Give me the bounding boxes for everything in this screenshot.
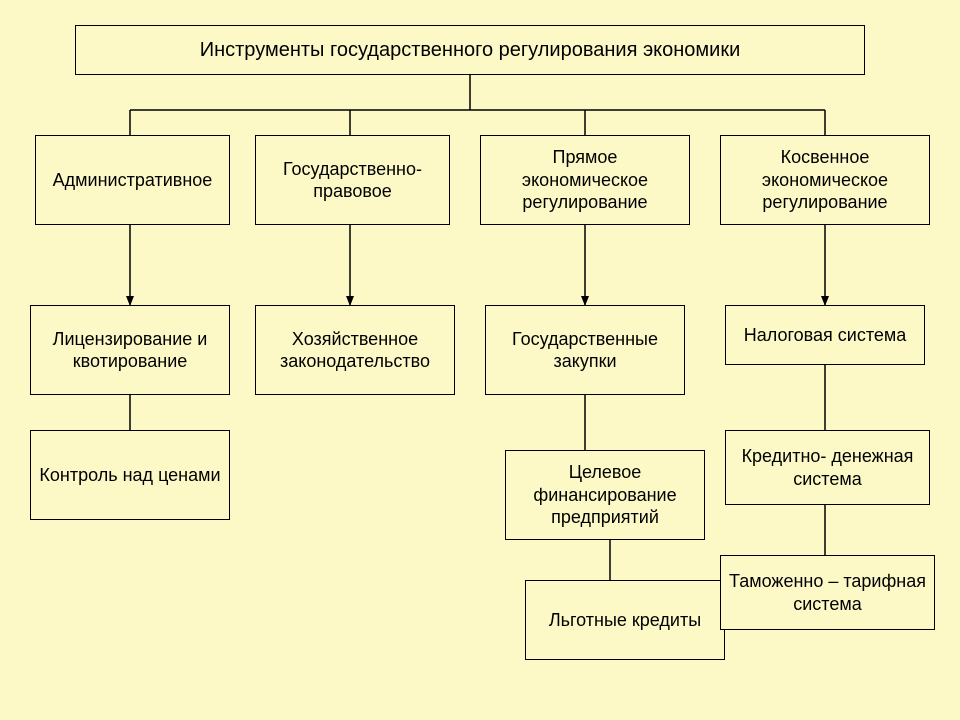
leaf-node-targeted-financing: Целевое финансирование предприятий — [505, 450, 705, 540]
leaf-node-licensing: Лицензирование и квотирование — [30, 305, 230, 395]
node-label: Косвенное экономическое регулирование — [727, 146, 923, 214]
category-node-administrative: Административное — [35, 135, 230, 225]
leaf-node-tax-system: Налоговая система — [725, 305, 925, 365]
diagram-canvas: Инструменты государственного регулирован… — [0, 0, 960, 720]
node-label: Лицензирование и квотирование — [37, 328, 223, 373]
leaf-node-state-procurement: Государственные закупки — [485, 305, 685, 395]
leaf-node-price-control: Контроль над ценами — [30, 430, 230, 520]
node-label: Контроль над ценами — [39, 464, 220, 487]
root-node: Инструменты государственного регулирован… — [75, 25, 865, 75]
node-label: Прямое экономическое регулирование — [487, 146, 683, 214]
node-label: Кредитно- денежная система — [732, 445, 923, 490]
category-node-state-legal: Государственно-правовое — [255, 135, 450, 225]
node-label: Хозяйственное законодательство — [262, 328, 448, 373]
node-label: Государственно-правовое — [262, 158, 443, 203]
node-label: Таможенно – тарифная система — [727, 570, 928, 615]
leaf-node-customs-tariff: Таможенно – тарифная система — [720, 555, 935, 630]
leaf-node-preferential-credits: Льготные кредиты — [525, 580, 725, 660]
node-label: Налоговая система — [744, 324, 907, 347]
node-label: Административное — [53, 169, 213, 192]
category-node-direct-economic: Прямое экономическое регулирование — [480, 135, 690, 225]
node-label: Государственные закупки — [492, 328, 678, 373]
category-node-indirect-economic: Косвенное экономическое регулирование — [720, 135, 930, 225]
node-label: Льготные кредиты — [549, 609, 701, 632]
node-label: Целевое финансирование предприятий — [512, 461, 698, 529]
root-label: Инструменты государственного регулирован… — [200, 38, 741, 63]
leaf-node-monetary-system: Кредитно- денежная система — [725, 430, 930, 505]
leaf-node-economic-legislation: Хозяйственное законодательство — [255, 305, 455, 395]
